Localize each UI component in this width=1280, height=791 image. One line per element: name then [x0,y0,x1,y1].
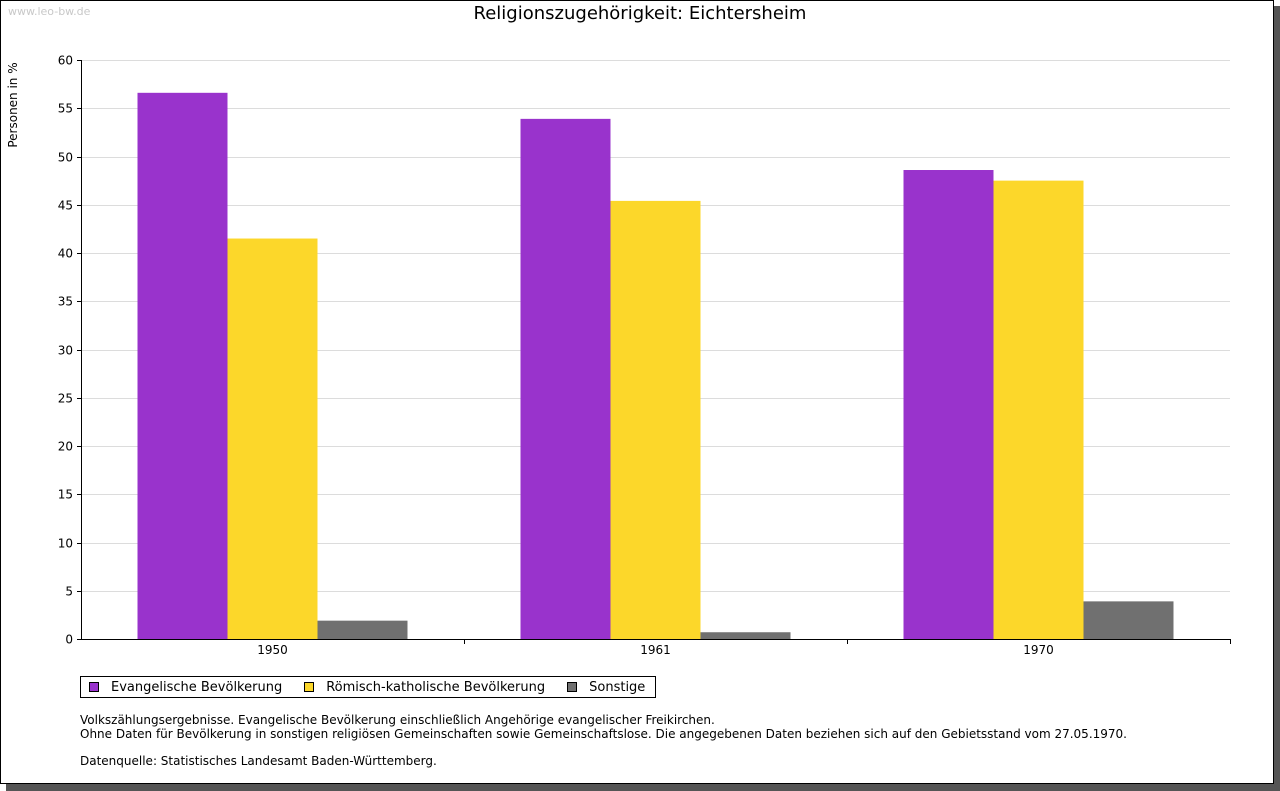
y-tick-label-25: 25 [58,392,73,406]
bar-1961-1 [610,200,701,639]
bar-1950-2 [317,620,408,639]
bar-1961-2 [700,632,791,639]
bar-1950-0 [137,92,228,639]
bar-1950-1 [227,238,318,639]
y-tick-label-40: 40 [58,247,73,261]
note-line-1: Volkszählungsergebnisse. Evangelische Be… [80,713,715,727]
legend-item-evangelisch: Evangelische Bevölkerung [89,680,282,695]
legend-swatch-katholisch [304,682,315,692]
legend-item-katholisch: Römisch-katholische Bevölkerung [304,680,545,695]
y-tick-label-35: 35 [58,295,73,309]
legend-swatch-sonstige [567,682,578,692]
y-tick-label-0: 0 [65,633,73,647]
y-tick-label-50: 50 [58,151,73,165]
y-tick-label-10: 10 [58,537,73,551]
legend: Evangelische Bevölkerung Römisch-katholi… [80,676,657,698]
y-tick-label-15: 15 [58,488,73,502]
bar-1961-0 [520,118,611,640]
y-tick-label-5: 5 [65,585,73,599]
note-line-2: Ohne Daten für Bevölkerung in sonstigen … [80,727,1127,741]
bar-1970-0 [903,170,994,639]
y-tick-label-45: 45 [58,199,73,213]
legend-label-katholisch: Römisch-katholische Bevölkerung [326,679,546,695]
x-tick-label-1950: 1950 [257,643,288,657]
x-tick-label-1970: 1970 [1023,643,1054,657]
data-source: Datenquelle: Statistisches Landesamt Bad… [80,754,437,768]
frame-shadow-bottom [6,784,1280,791]
y-tick-label-60: 60 [58,54,73,68]
legend-label-evangelisch: Evangelische Bevölkerung [111,679,283,695]
chart-notes: Volkszählungsergebnisse. Evangelische Be… [80,713,1127,768]
legend-swatch-evangelisch [89,682,99,692]
legend-item-sonstige: Sonstige [567,680,645,695]
y-tick-label-20: 20 [58,440,73,454]
y-tick-label-55: 55 [58,102,73,116]
watermark: www.leo-bw.de [8,5,91,18]
y-tick-label-30: 30 [58,344,73,358]
bar-1970-1 [993,180,1084,639]
frame-shadow-right [1274,6,1280,791]
chart-title: Religionszugehörigkeit: Eichtersheim [473,3,807,24]
legend-label-sonstige: Sonstige [589,679,646,695]
x-tick-label-1961: 1961 [640,643,671,657]
bar-1970-2 [1083,601,1174,639]
